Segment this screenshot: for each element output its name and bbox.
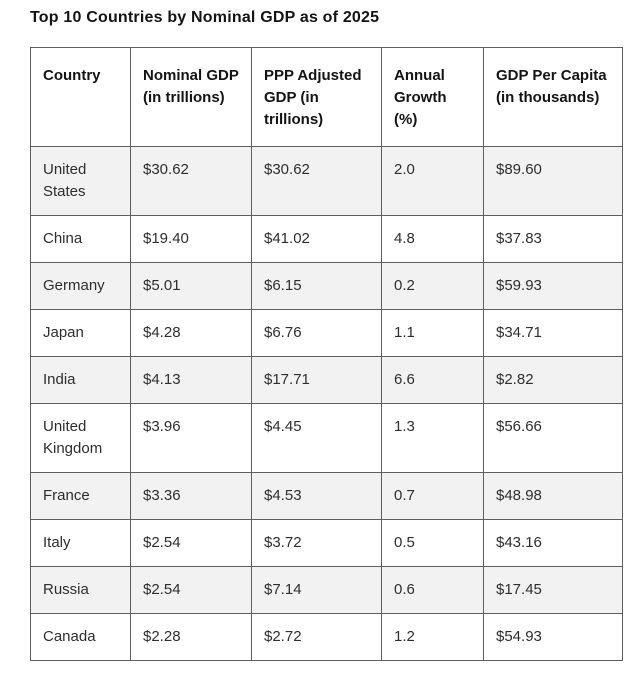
cell-annual-growth: 1.1 (381, 309, 484, 357)
cell-ppp-gdp: $41.02 (251, 215, 382, 263)
gdp-table: Country Nominal GDP (in trillions) PPP A… (30, 47, 623, 661)
table-row: Japan $4.28 $6.76 1.1 $34.71 (30, 309, 623, 357)
cell-nominal-gdp: $4.13 (130, 356, 252, 404)
table-row: Canada $2.28 $2.72 1.2 $54.93 (30, 613, 623, 661)
table-row: United Kingdom $3.96 $4.45 1.3 $56.66 (30, 403, 623, 473)
cell-ppp-gdp: $30.62 (251, 146, 382, 216)
header-gdp-per-capita: GDP Per Capita (in thousands) (483, 47, 623, 147)
cell-nominal-gdp: $2.54 (130, 566, 252, 614)
cell-country: Germany (30, 262, 131, 310)
cell-annual-growth: 4.8 (381, 215, 484, 263)
cell-annual-growth: 6.6 (381, 356, 484, 404)
cell-nominal-gdp: $3.96 (130, 403, 252, 473)
cell-ppp-gdp: $6.76 (251, 309, 382, 357)
cell-nominal-gdp: $19.40 (130, 215, 252, 263)
table-row: Italy $2.54 $3.72 0.5 $43.16 (30, 519, 623, 567)
table-row: Russia $2.54 $7.14 0.6 $17.45 (30, 566, 623, 614)
cell-country: Japan (30, 309, 131, 357)
table-row: Germany $5.01 $6.15 0.2 $59.93 (30, 262, 623, 310)
cell-annual-growth: 0.6 (381, 566, 484, 614)
cell-annual-growth: 0.2 (381, 262, 484, 310)
cell-country: United States (30, 146, 131, 216)
cell-country: Canada (30, 613, 131, 661)
cell-annual-growth: 0.7 (381, 472, 484, 520)
cell-country: Italy (30, 519, 131, 567)
cell-nominal-gdp: $30.62 (130, 146, 252, 216)
cell-country: India (30, 356, 131, 404)
header-row: Country Nominal GDP (in trillions) PPP A… (30, 47, 623, 147)
cell-nominal-gdp: $3.36 (130, 472, 252, 520)
cell-gdp-per-capita: $59.93 (483, 262, 623, 310)
cell-gdp-per-capita: $37.83 (483, 215, 623, 263)
cell-annual-growth: 1.3 (381, 403, 484, 473)
cell-gdp-per-capita: $56.66 (483, 403, 623, 473)
header-annual-growth: Annual Growth (%) (381, 47, 484, 147)
cell-gdp-per-capita: $54.93 (483, 613, 623, 661)
cell-ppp-gdp: $6.15 (251, 262, 382, 310)
cell-annual-growth: 1.2 (381, 613, 484, 661)
cell-ppp-gdp: $4.53 (251, 472, 382, 520)
cell-gdp-per-capita: $48.98 (483, 472, 623, 520)
cell-country: France (30, 472, 131, 520)
cell-ppp-gdp: $3.72 (251, 519, 382, 567)
table-row: China $19.40 $41.02 4.8 $37.83 (30, 215, 623, 263)
cell-ppp-gdp: $7.14 (251, 566, 382, 614)
page-title: Top 10 Countries by Nominal GDP as of 20… (30, 9, 380, 26)
cell-country: Russia (30, 566, 131, 614)
cell-gdp-per-capita: $43.16 (483, 519, 623, 567)
table-row: France $3.36 $4.53 0.7 $48.98 (30, 472, 623, 520)
cell-ppp-gdp: $2.72 (251, 613, 382, 661)
cell-ppp-gdp: $17.71 (251, 356, 382, 404)
cell-gdp-per-capita: $17.45 (483, 566, 623, 614)
cell-country: United Kingdom (30, 403, 131, 473)
cell-gdp-per-capita: $34.71 (483, 309, 623, 357)
header-country: Country (30, 47, 131, 147)
cell-nominal-gdp: $5.01 (130, 262, 252, 310)
cell-annual-growth: 0.5 (381, 519, 484, 567)
cell-nominal-gdp: $2.54 (130, 519, 252, 567)
table-row: India $4.13 $17.71 6.6 $2.82 (30, 356, 623, 404)
table-body: United States $30.62 $30.62 2.0 $89.60 C… (30, 146, 623, 661)
cell-nominal-gdp: $4.28 (130, 309, 252, 357)
cell-gdp-per-capita: $2.82 (483, 356, 623, 404)
table-row: United States $30.62 $30.62 2.0 $89.60 (30, 146, 623, 216)
cell-nominal-gdp: $2.28 (130, 613, 252, 661)
cell-gdp-per-capita: $89.60 (483, 146, 623, 216)
cell-annual-growth: 2.0 (381, 146, 484, 216)
cell-ppp-gdp: $4.45 (251, 403, 382, 473)
cell-country: China (30, 215, 131, 263)
header-nominal-gdp: Nominal GDP (in trillions) (130, 47, 252, 147)
header-ppp-gdp: PPP Adjusted GDP (in trillions) (251, 47, 382, 147)
